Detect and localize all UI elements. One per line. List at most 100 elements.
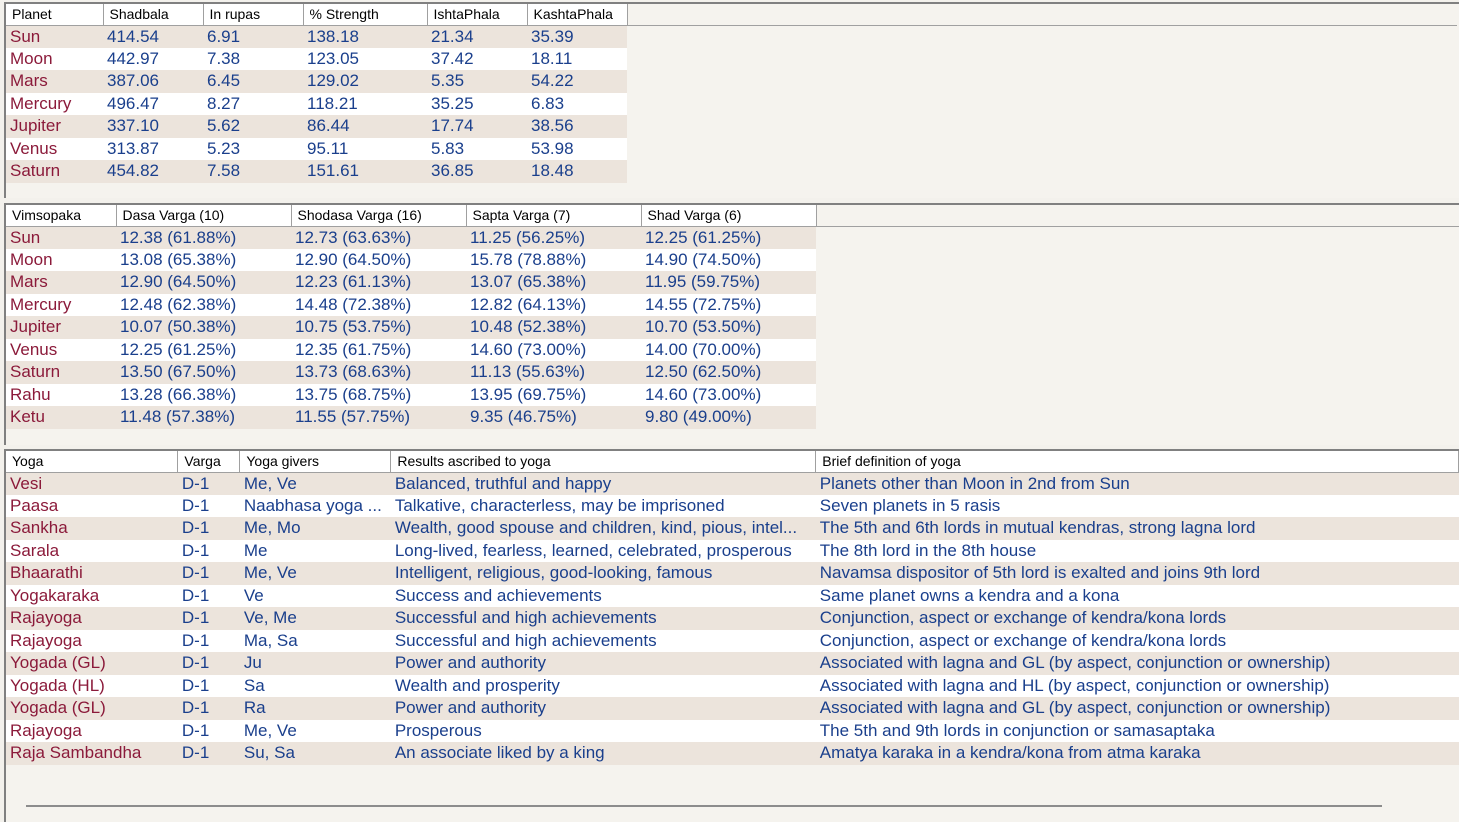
table-row[interactable]: Moon 13.08 (65.38%) 12.90 (64.50%) 15.78 (7… — [6, 248, 1459, 271]
table-row[interactable]: Moon 442.97 7.38 123.05 37.42 18.11 — [6, 47, 1457, 70]
table-row[interactable]: Mars 387.06 6.45 129.02 5.35 54.22 — [6, 70, 1457, 93]
table-cell: D-1 — [177, 562, 240, 585]
table-cell: 11.95 (59.75%) — [641, 271, 816, 294]
table-row[interactable]: Yogakaraka D-1 Ve Success and achievements S… — [6, 584, 1459, 607]
table-cell: 414.54 — [103, 25, 203, 48]
table-row[interactable]: Sankha D-1 Me, Mo Wealth, good spouse and c… — [6, 517, 1459, 540]
row-name-cell: Jupiter — [6, 316, 116, 339]
table-cell: 11.13 (55.63%) — [466, 361, 641, 384]
table-cell: D-1 — [177, 607, 240, 630]
table-cell: 35.25 — [427, 92, 527, 115]
table-row[interactable]: Jupiter 337.10 5.62 86.44 17.74 38.56 — [6, 115, 1457, 138]
table-row[interactable]: Raja Sambandha D-1 Su, Sa An associate like… — [6, 742, 1459, 765]
table-cell: 10.70 (53.50%) — [641, 316, 816, 339]
table-cell: 12.90 (64.50%) — [291, 248, 466, 271]
column-header[interactable]: Brief definition of yoga — [815, 451, 1459, 473]
yoga-panel: Yoga Varga Yoga givers Results ascribed to … — [4, 449, 1459, 822]
table-cell: 14.60 (73.00%) — [466, 338, 641, 361]
shadbala-table: Planet Shadbala In rupas% Strength IshtaPha… — [6, 4, 1457, 183]
row-name-cell: Saturn — [6, 361, 116, 384]
table-row[interactable]: Sun 12.38 (61.88%) 12.73 (63.63%) 11.25 (56… — [6, 226, 1459, 249]
table-cell: 12.25 (61.25%) — [116, 338, 291, 361]
row-filler — [816, 248, 1459, 271]
table-cell: 14.00 (70.00%) — [641, 338, 816, 361]
column-header[interactable]: Dasa Varga (10) — [116, 205, 292, 227]
table-row[interactable]: Rajayoga D-1 Ma, Sa Successful and high ach… — [6, 629, 1459, 652]
table-cell: 36.85 — [427, 160, 527, 183]
table-row[interactable]: Rajayoga D-1 Me, Ve Prosperous The 5th and 9… — [6, 719, 1459, 742]
table-cell: 13.07 (65.38%) — [466, 271, 641, 294]
table-row[interactable]: Rajayoga D-1 Ve, Me Successful and high ach… — [6, 607, 1459, 630]
shadbala-panel: Planet Shadbala In rupas% Strength IshtaPha… — [4, 2, 1459, 198]
table-row[interactable]: Yogada (HL) D-1 Sa Wealth and prosperity Ass… — [6, 674, 1459, 697]
table-row[interactable]: Mercury 496.47 8.27 118.21 35.25 6.83 — [6, 92, 1457, 115]
column-header[interactable]: Shodasa Varga (16) — [291, 205, 467, 227]
column-header[interactable]: Shad Varga (6) — [641, 205, 817, 227]
row-name-cell: Rajayoga — [6, 607, 178, 630]
table-cell: 12.82 (64.13%) — [466, 293, 641, 316]
table-cell: The 5th and 6th lords in mutual kendras,… — [815, 517, 1459, 540]
table-cell: 454.82 — [103, 160, 203, 183]
column-header[interactable]: Varga — [177, 451, 241, 473]
table-cell: Associated with lagna and GL (by aspect,… — [815, 697, 1459, 720]
table-cell: Planets other than Moon in 2nd from Sun — [815, 472, 1459, 495]
row-filler — [627, 70, 1457, 93]
row-filler — [627, 92, 1457, 115]
row-name-cell: Rajayoga — [6, 629, 178, 652]
table-row[interactable]: Jupiter 10.07 (50.38%) 10.75 (53.75%) 10.48… — [6, 316, 1459, 339]
column-header[interactable]: IshtaPhala — [427, 4, 528, 26]
column-header[interactable]: KashtaPhala — [527, 4, 628, 26]
vimsopaka-table: Vimsopaka Dasa Varga (10) Shodasa Varga (1… — [6, 205, 1459, 429]
table-cell: 54.22 — [527, 70, 627, 93]
row-name-cell: Venus — [6, 137, 103, 160]
table-cell: Balanced, truthful and happy — [390, 472, 816, 495]
table-row[interactable]: Yogada (GL) D-1 Ra Power and authority Assoc… — [6, 697, 1459, 720]
table-row[interactable]: Sarala D-1 Me Long-lived, fearless, learned… — [6, 539, 1459, 562]
table-cell: The 8th lord in the 8th house — [815, 539, 1459, 562]
table-cell: Power and authority — [390, 652, 816, 675]
column-header[interactable]: Yoga — [6, 451, 179, 473]
table-cell: D-1 — [177, 584, 240, 607]
table-row[interactable]: Venus 313.87 5.23 95.11 5.83 53.98 — [6, 137, 1457, 160]
table-row[interactable]: Ketu 11.48 (57.38%) 11.55 (57.75%) 9.35 (46… — [6, 406, 1459, 429]
row-filler — [627, 25, 1457, 48]
table-row[interactable]: Bhaarathi D-1 Me, Ve Intelligent, religious… — [6, 562, 1459, 585]
row-filler — [816, 226, 1459, 249]
column-header[interactable]: Sapta Varga (7) — [466, 205, 642, 227]
column-header[interactable]: Yoga givers — [239, 451, 392, 473]
table-cell: Me, Ve — [239, 562, 391, 585]
column-header[interactable]: % Strength — [303, 4, 428, 26]
column-header[interactable]: Shadbala — [103, 4, 204, 26]
table-row[interactable]: Sun 414.54 6.91 138.18 21.34 35.39 — [6, 25, 1457, 48]
table-row[interactable]: Yogada (GL) D-1 Ju Power and authority Assoc… — [6, 652, 1459, 675]
table-row[interactable]: Vesi D-1 Me, Ve Balanced, truthful and happ… — [6, 472, 1459, 495]
table-cell: Associated with lagna and GL (by aspect,… — [815, 652, 1459, 675]
table-cell: D-1 — [177, 517, 240, 540]
table-row[interactable]: Saturn 454.82 7.58 151.61 36.85 18.48 — [6, 160, 1457, 183]
table-row[interactable]: Saturn 13.50 (67.50%) 13.73 (68.63%) 11.13 … — [6, 361, 1459, 384]
row-name-cell: Jupiter — [6, 115, 103, 138]
table-row[interactable]: Paasa D-1 Naabhasa yoga ... Talkative, char… — [6, 494, 1459, 517]
table-cell: 138.18 — [303, 25, 427, 48]
table-row[interactable]: Mercury 12.48 (62.38%) 14.48 (72.38%) 12.82… — [6, 293, 1459, 316]
row-name-cell: Sarala — [6, 539, 178, 562]
column-header[interactable]: Vimsopaka — [6, 205, 117, 227]
table-cell: 11.55 (57.75%) — [291, 406, 466, 429]
vimsopaka-header-row: Vimsopaka Dasa Varga (10) Shodasa Varga (1… — [6, 205, 1459, 227]
table-cell: 12.90 (64.50%) — [116, 271, 291, 294]
table-row[interactable]: Rahu 13.28 (66.38%) 13.75 (68.75%) 13.95 (6… — [6, 383, 1459, 406]
horizontal-scrollbar[interactable] — [26, 805, 1382, 807]
table-cell: 13.28 (66.38%) — [116, 383, 291, 406]
table-cell: D-1 — [177, 494, 240, 517]
column-header[interactable]: Planet — [6, 4, 104, 26]
column-header[interactable]: In rupas — [203, 4, 304, 26]
table-cell: 13.50 (67.50%) — [116, 361, 291, 384]
table-cell: Intelligent, religious, good-looking, fa… — [390, 562, 816, 585]
column-header[interactable]: Results ascribed to yoga — [390, 451, 817, 473]
table-cell: D-1 — [177, 719, 240, 742]
table-cell: Me, Ve — [239, 472, 391, 495]
table-cell: Conjunction, aspect or exchange of kendr… — [815, 607, 1459, 630]
table-row[interactable]: Venus 12.25 (61.25%) 12.35 (61.75%) 14.60 (… — [6, 338, 1459, 361]
row-name-cell: Ketu — [6, 406, 116, 429]
table-row[interactable]: Mars 12.90 (64.50%) 12.23 (61.13%) 13.07 (6… — [6, 271, 1459, 294]
